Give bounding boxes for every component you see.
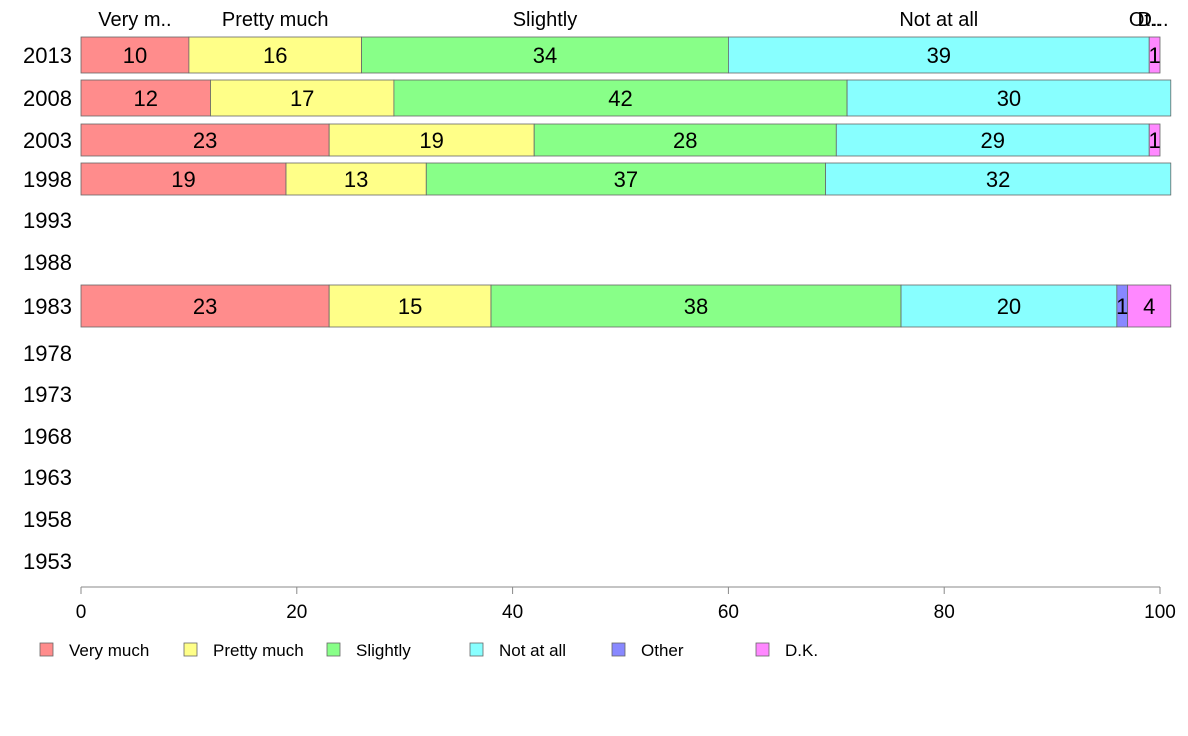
bar-value-label-1998-2: 37 [614,167,638,192]
top-category-label-0: Very m.. [98,9,171,31]
year-label-1998: 1998 [23,167,72,192]
bar-value-label-2003-0: 23 [193,128,217,153]
bar-2008-1 [210,79,395,117]
bar-1998-0 [80,162,287,196]
bar-value-label-1998-0: 19 [171,167,195,192]
year-label-2003: 2003 [23,128,72,153]
bar-2008-0 [80,79,211,117]
year-label-2013: 2013 [23,43,72,68]
top-category-label-5: D... [1137,9,1168,31]
legend-label-5: D.K. [785,641,818,660]
bar-value-label-2008-1: 17 [290,86,314,111]
legend-swatch-1 [183,642,198,657]
bar-value-label-1983-0: 23 [193,294,217,319]
legend-swatch-4 [611,642,626,657]
bar-1998-2 [425,162,826,196]
year-label-1963: 1963 [23,465,72,490]
legend-label-3: Not at all [499,641,566,660]
bar-2003-1 [328,123,535,157]
bar-2008-3 [846,79,1172,117]
bar-1983-2 [490,284,902,328]
x-tick-label-80: 80 [934,602,955,623]
bar-2013-3 [728,36,1150,74]
bar-2013-0 [80,36,190,74]
bar-2003-5 [1148,123,1161,157]
bar-2013-5 [1148,36,1161,74]
legend-swatch-2 [326,642,341,657]
bar-1998-1 [285,162,427,196]
year-label-1993: 1993 [23,208,72,233]
bar-value-label-1983-1: 15 [398,294,422,319]
x-tick-label-0: 0 [76,602,87,623]
bar-1983-5 [1127,284,1172,328]
bar-2013-1 [188,36,362,74]
bar-value-label-1983-4: 1 [1116,294,1128,319]
bar-value-label-2003-2: 28 [673,128,697,153]
bar-value-label-2008-0: 12 [133,86,157,111]
legend-swatch-5 [755,642,770,657]
top-category-label-2: Slightly [513,9,577,31]
bar-value-label-2013-1: 16 [263,43,287,68]
bar-value-label-2013-3: 39 [927,43,951,68]
year-label-1988: 1988 [23,250,72,275]
bar-1983-3 [900,284,1118,328]
bar-value-label-2003-1: 19 [419,128,443,153]
bar-value-label-2013-5: 1 [1148,43,1160,68]
year-label-2008: 2008 [23,86,72,111]
year-label-1958: 1958 [23,507,72,532]
legend-swatch-0 [39,642,54,657]
bar-value-label-2003-5: 1 [1148,128,1160,153]
bar-2003-0 [80,123,330,157]
year-label-1978: 1978 [23,341,72,366]
bar-1998-3 [825,162,1172,196]
x-tick-label-40: 40 [502,602,523,623]
bar-value-label-2013-0: 10 [123,43,147,68]
bar-value-label-2008-2: 42 [608,86,632,111]
x-tick-label-100: 100 [1144,602,1176,623]
bar-value-label-2003-3: 29 [981,128,1005,153]
year-label-1968: 1968 [23,424,72,449]
year-label-1973: 1973 [23,382,72,407]
bar-2008-2 [393,79,848,117]
x-tick-label-20: 20 [286,602,307,623]
bar-value-label-1998-1: 13 [344,167,368,192]
bar-value-label-1983-3: 20 [997,294,1021,319]
legend-label-4: Other [641,641,684,660]
bar-2003-2 [533,123,837,157]
legend-label-2: Slightly [356,641,411,660]
bar-value-label-1983-2: 38 [684,294,708,319]
bar-2013-2 [361,36,729,74]
bar-1983-1 [328,284,492,328]
bar-value-label-2013-2: 34 [533,43,557,68]
legend-label-0: Very much [69,641,149,660]
year-label-1983: 1983 [23,294,72,319]
top-category-label-1: Pretty much [222,9,329,31]
bar-value-label-1998-3: 32 [986,167,1010,192]
bar-value-label-1983-5: 4 [1143,294,1155,319]
top-category-label-3: Not at all [899,9,978,31]
year-label-1953: 1953 [23,549,72,574]
legend-swatch-3 [469,642,484,657]
top-category-label-4: Ot.. [1129,9,1161,31]
bar-2003-3 [835,123,1150,157]
bar-value-label-2008-3: 30 [997,86,1021,111]
legend-label-1: Pretty much [213,641,304,660]
bar-1983-0 [80,284,330,328]
x-tick-label-60: 60 [718,602,739,623]
